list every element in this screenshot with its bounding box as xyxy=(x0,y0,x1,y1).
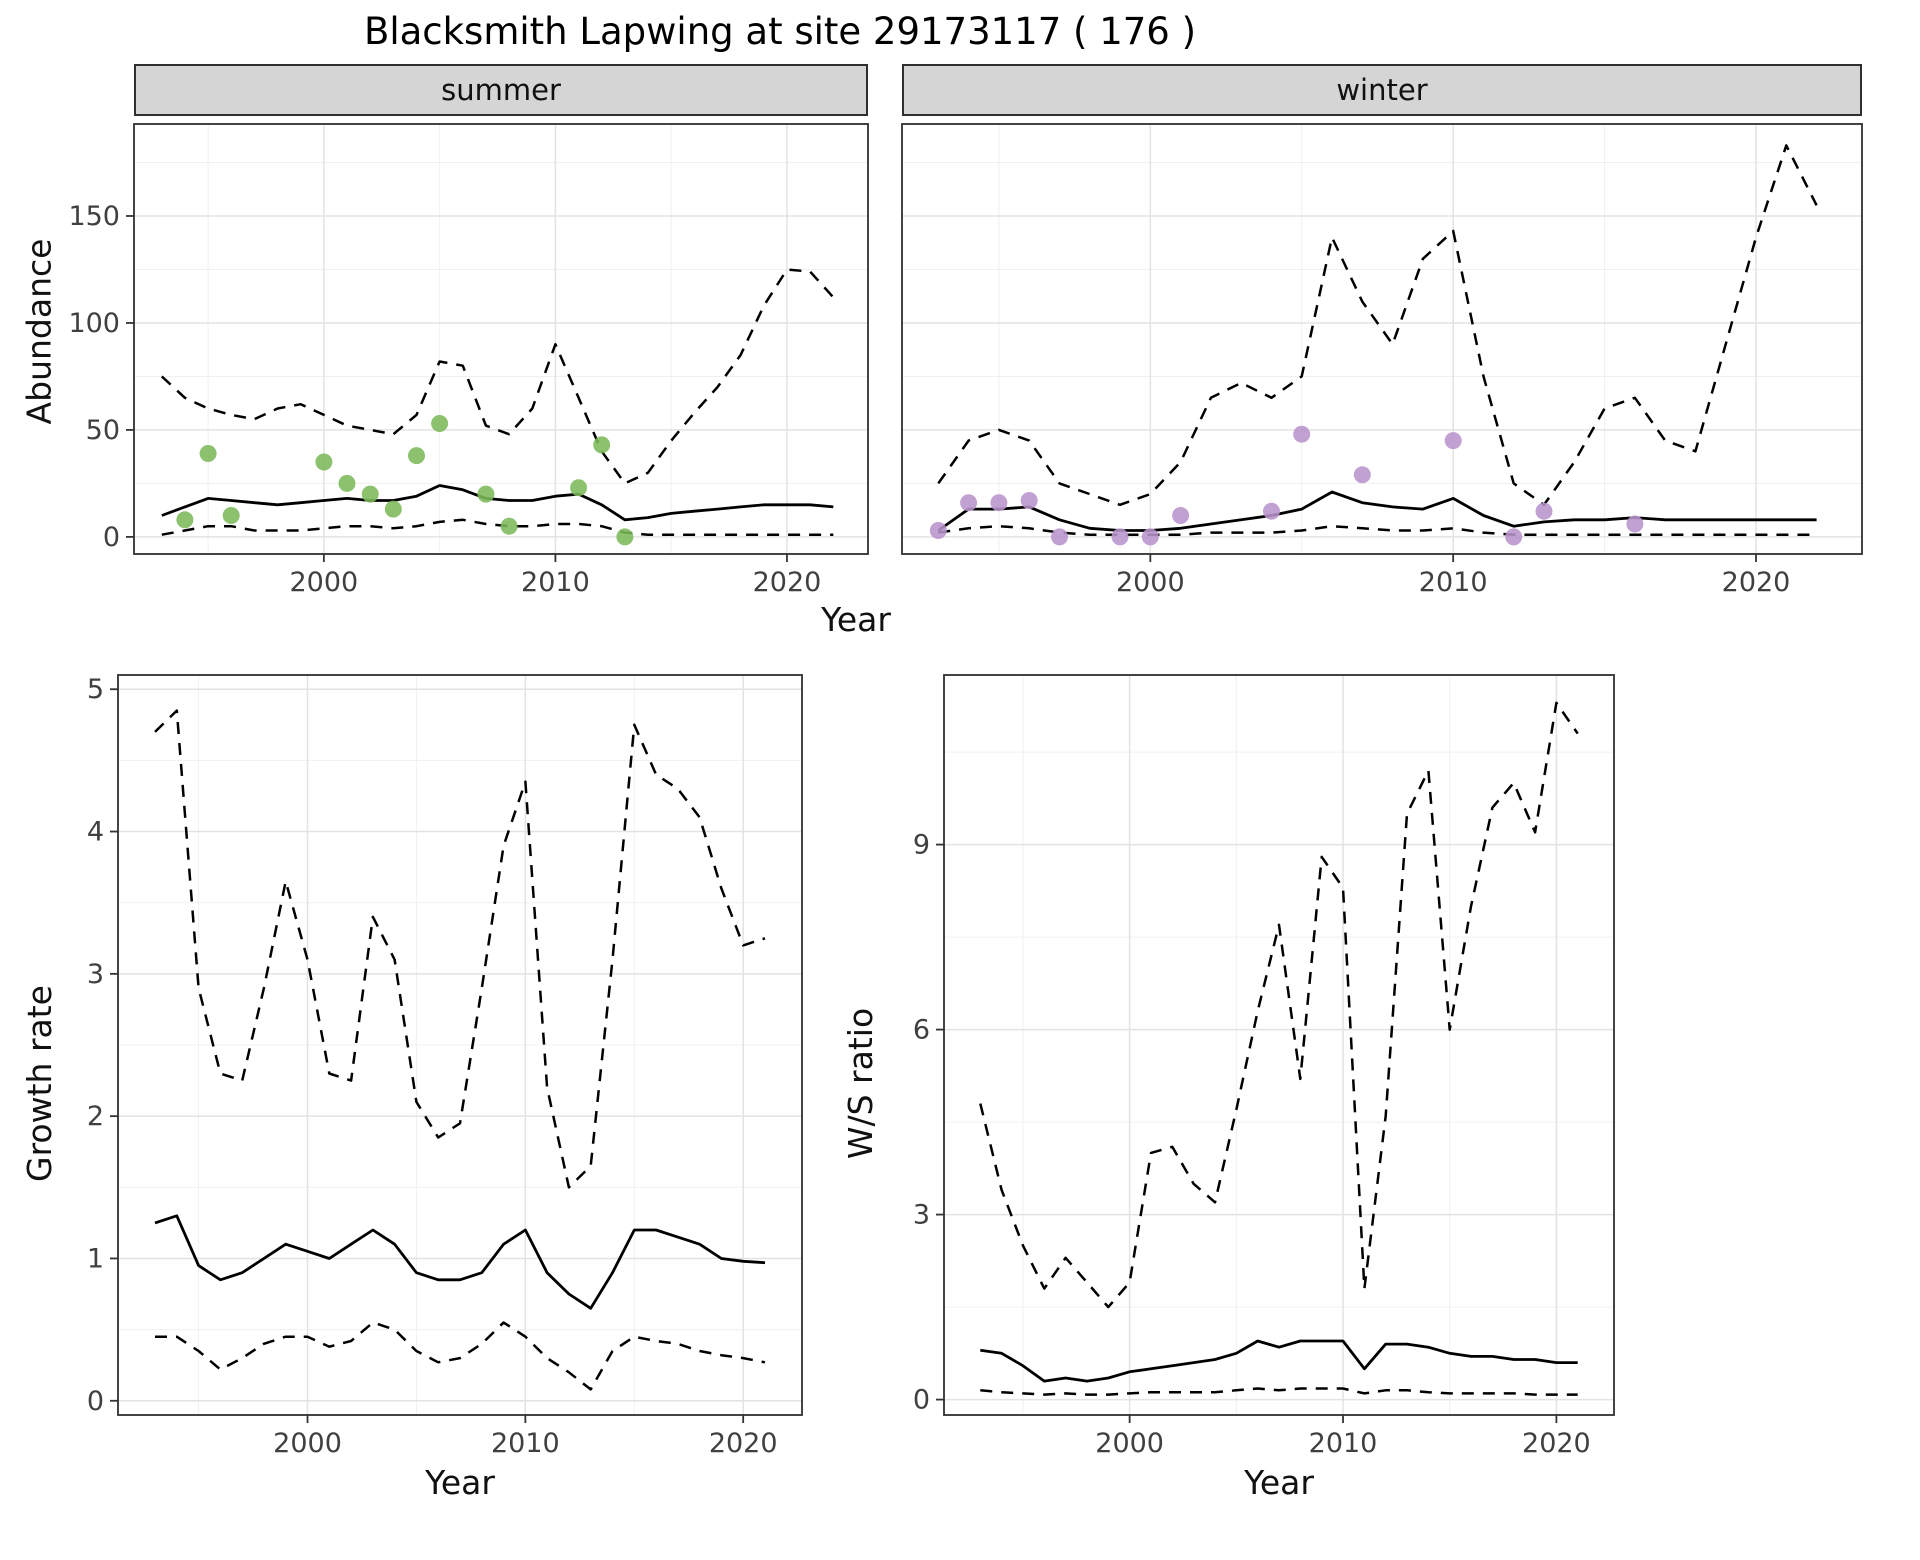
svg-text:4: 4 xyxy=(87,817,104,848)
svg-text:2: 2 xyxy=(87,1101,104,1132)
ws-ratio-plot-column: 2000 2010 2020 0 3 6 9 Year xyxy=(884,665,1622,1502)
svg-text:2010: 2010 xyxy=(1309,1428,1378,1459)
panel-growth-rate: 2000 2010 2020 0 1 2 3 4 5 xyxy=(87,674,803,1459)
growth-rate-y-axis-title: Growth rate xyxy=(19,985,59,1182)
svg-text:2010: 2010 xyxy=(491,1428,560,1459)
abundance-x-axis-title: Year xyxy=(821,600,891,639)
panel-abundance-summer: 2000 2010 2020 0 50 100 150 xyxy=(68,123,869,598)
svg-text:2010: 2010 xyxy=(1419,567,1488,598)
svg-text:9: 9 xyxy=(913,830,930,861)
svg-text:5: 5 xyxy=(87,674,104,705)
svg-text:100: 100 xyxy=(68,308,120,339)
growth-rate-plot: Growth rate 2000 2010 2020 0 1 2 3 4 5 Year xyxy=(16,665,810,1502)
growth-rate-plot-column: 2000 2010 2020 0 1 2 3 4 5 Year xyxy=(62,665,810,1502)
svg-text:50: 50 xyxy=(86,415,120,446)
abundance-facet-row: Abundance summer 2000 2010 2020 0 50 100 150 w… xyxy=(16,64,1920,598)
svg-text:2020: 2020 xyxy=(1522,1428,1591,1459)
growth-rate-x-axis-title: Year xyxy=(425,1463,495,1502)
svg-text:0: 0 xyxy=(913,1385,930,1416)
svg-text:2020: 2020 xyxy=(1722,567,1791,598)
ws-ratio-y-axis-title-column: W/S ratio xyxy=(838,665,884,1502)
ws-ratio-plot: W/S ratio 2000 2010 2020 0 3 6 9 Year xyxy=(838,665,1622,1502)
svg-text:3: 3 xyxy=(913,1200,930,1231)
chart-title: Blacksmith Lapwing at site 29173117 ( 17… xyxy=(363,10,1197,53)
svg-text:1: 1 xyxy=(87,1243,104,1274)
facet-winter: winter 2000 2010 2020 xyxy=(892,64,1872,598)
svg-text:2000: 2000 xyxy=(1095,1428,1164,1459)
ws-ratio-x-axis-title: Year xyxy=(1244,1463,1314,1502)
abundance-y-axis-title: Abundance xyxy=(19,238,59,424)
svg-text:2000: 2000 xyxy=(273,1428,342,1459)
ws-ratio-y-axis-title: W/S ratio xyxy=(841,1007,881,1160)
facet-strip-winter: winter xyxy=(902,64,1862,116)
facet-strip-winter-label: winter xyxy=(1336,73,1428,107)
svg-text:150: 150 xyxy=(68,201,120,232)
svg-text:2000: 2000 xyxy=(290,567,359,598)
bottom-plot-row: Growth rate 2000 2010 2020 0 1 2 3 4 5 Year W/S … xyxy=(16,665,1920,1502)
svg-text:0: 0 xyxy=(103,522,120,553)
svg-text:2020: 2020 xyxy=(709,1428,778,1459)
facet-strip-summer-label: summer xyxy=(441,73,561,107)
panel-ws-ratio: 2000 2010 2020 0 3 6 9 xyxy=(913,674,1615,1459)
facet-summer: summer 2000 2010 2020 0 50 100 150 xyxy=(62,64,874,598)
facet-strip-summer: summer xyxy=(134,64,868,116)
svg-text:3: 3 xyxy=(87,959,104,990)
svg-text:2000: 2000 xyxy=(1116,567,1185,598)
svg-text:6: 6 xyxy=(913,1015,930,1046)
svg-text:2020: 2020 xyxy=(753,567,822,598)
svg-text:2010: 2010 xyxy=(521,567,590,598)
panel-abundance-winter: 2000 2010 2020 xyxy=(901,123,1863,598)
growth-rate-y-axis-title-column: Growth rate xyxy=(16,665,62,1502)
abundance-y-axis-title-column: Abundance xyxy=(16,64,62,598)
svg-text:0: 0 xyxy=(87,1386,104,1417)
